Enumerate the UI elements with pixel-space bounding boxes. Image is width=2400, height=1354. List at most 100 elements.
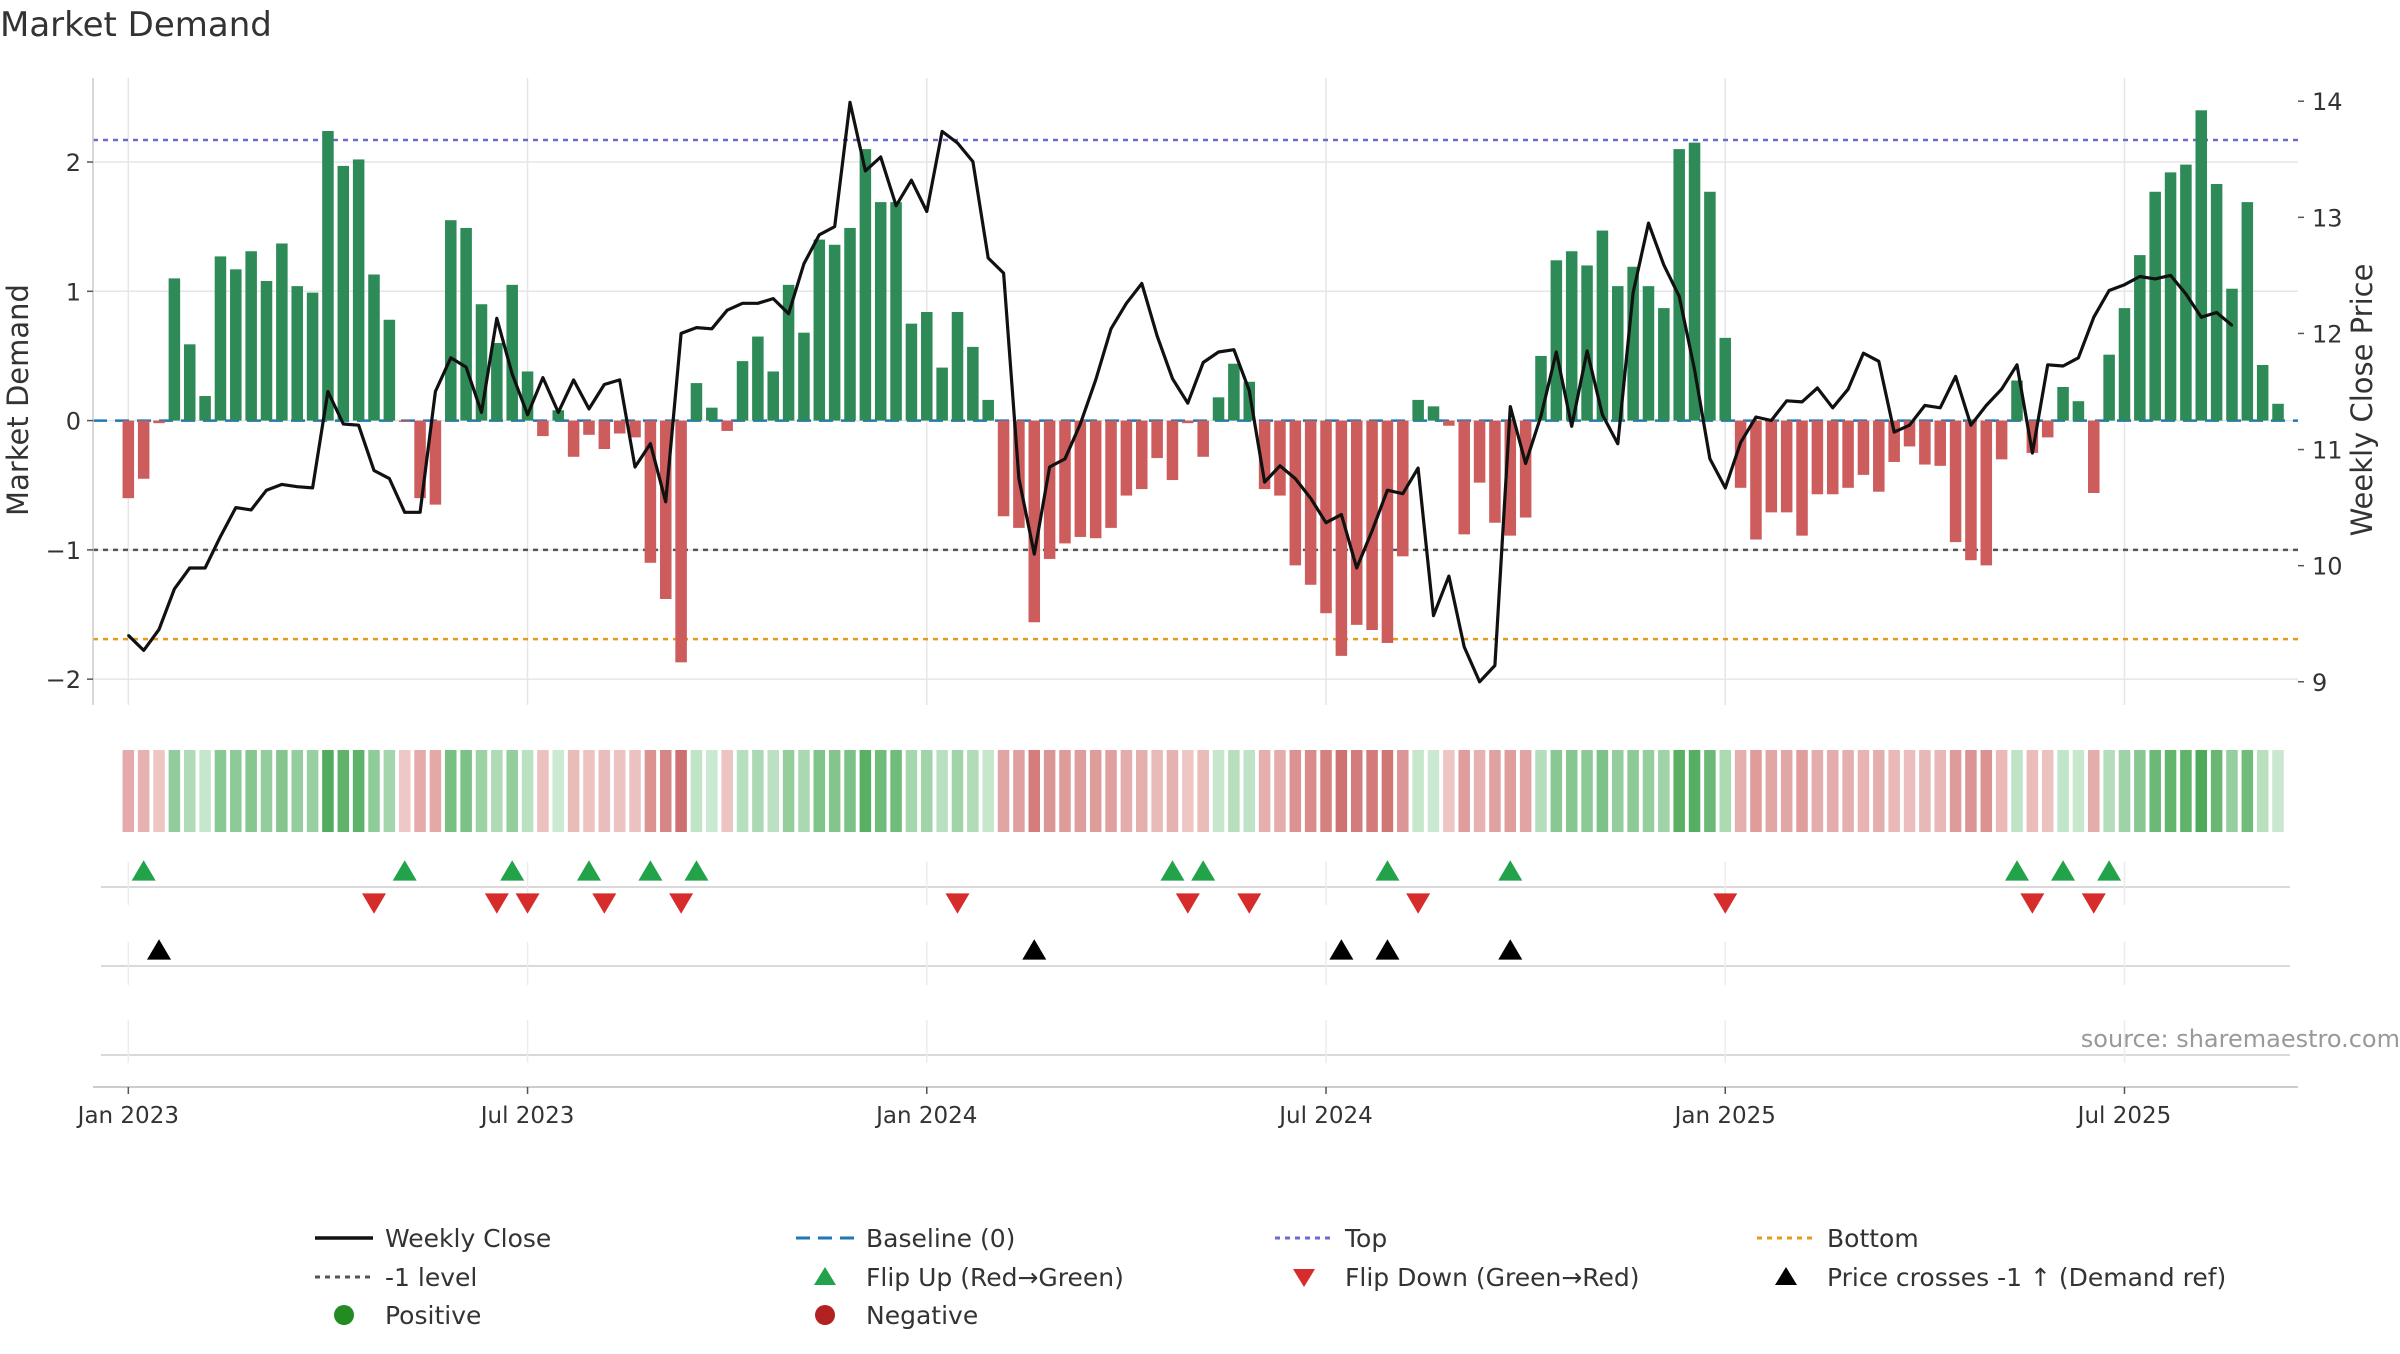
heat-cell [1811, 750, 1824, 832]
flip-down-marker [945, 893, 970, 914]
legend-flip-up-marker [814, 1267, 836, 1285]
weekly-close-point [265, 488, 268, 492]
demand-bar-negative [1304, 420, 1317, 585]
demand-bar-negative [613, 420, 626, 434]
demand-bar-negative [1519, 420, 1532, 518]
weekly-close-point [1954, 375, 1957, 378]
heat-cell [706, 750, 718, 832]
heat-cell [383, 750, 396, 832]
weekly-close-point [1524, 462, 1527, 465]
weekly-close-point [157, 628, 161, 631]
weekly-close-point [2107, 289, 2111, 292]
demand-bar-negative [1074, 420, 1087, 537]
heat-cell [1243, 750, 1256, 832]
heat-cell [2118, 750, 2131, 832]
heat-cell [337, 750, 350, 832]
weekly-close-point [802, 262, 806, 265]
legend-negative-marker [815, 1305, 835, 1325]
y2-tick-label: 9 [2312, 669, 2327, 697]
weekly-close-point [173, 587, 176, 591]
heat-cell [1335, 750, 1348, 832]
heat-cell [2088, 750, 2100, 832]
x-tick-label: Jul 2023 [479, 1103, 575, 1129]
weekly-close-point [695, 326, 698, 329]
heat-cell [322, 750, 334, 832]
heat-cell [583, 750, 595, 832]
demand-bar-positive [2072, 401, 2085, 421]
weekly-close-point [1063, 457, 1067, 461]
demand-bar-positive [521, 371, 534, 421]
weekly-close-point [1509, 405, 1512, 408]
weekly-close-point [741, 302, 744, 305]
legend-flip-down-label: Flip Down (Green→Red) [1345, 1263, 1640, 1292]
demand-bar-positive [2134, 255, 2146, 421]
demand-bar-negative [1443, 420, 1455, 426]
heat-cell [967, 750, 979, 832]
x-tick-label: Jan 2025 [1673, 1103, 1776, 1129]
flip-up-marker [2097, 860, 2122, 881]
heat-cell [721, 750, 733, 832]
demand-bar-positive [491, 343, 503, 421]
weekly-close-point [649, 442, 652, 445]
demand-bar-negative [1504, 420, 1517, 536]
weekly-close-point [1631, 291, 1635, 295]
weekly-close-point [1094, 378, 1097, 382]
heat-cell [2256, 750, 2269, 832]
heat-cell [506, 750, 518, 832]
heat-cell [659, 750, 672, 832]
heat-cell [951, 750, 964, 832]
heat-cell [1550, 750, 1563, 832]
weekly-close-point [1601, 413, 1604, 416]
heat-cell [245, 750, 257, 832]
weekly-close-point [480, 411, 483, 414]
heat-cell [291, 750, 303, 832]
weekly-close-point [1846, 387, 1850, 391]
demand-bar-positive [183, 344, 196, 421]
demand-bar-negative [1980, 420, 1993, 566]
grid-layer [93, 78, 2298, 705]
demand-bar-positive [1412, 399, 1424, 421]
demand-bar-positive [306, 292, 319, 421]
demand-bar-negative [122, 420, 135, 499]
demand-bar-positive [967, 346, 979, 421]
demand-bar-positive [214, 256, 227, 421]
heat-cell [1443, 750, 1455, 832]
weekly-close-point [725, 309, 729, 312]
heat-cell [567, 750, 580, 832]
demand-bar-positive [1688, 142, 1701, 421]
weekly-close-point [234, 506, 238, 509]
demand-bar-negative [583, 420, 595, 435]
heat-cell [1995, 750, 2008, 832]
demand-bar-negative [1965, 420, 1977, 561]
price-cross-marker [1329, 939, 1354, 960]
demand-bar-negative [1750, 420, 1762, 540]
heat-cell [153, 750, 165, 832]
demand-bar-positive [1565, 251, 1578, 421]
demand-bar-negative [659, 420, 672, 599]
demand-bar-negative [1796, 420, 1808, 536]
demand-bar-negative [1397, 420, 1409, 557]
weekly-close-point [1647, 221, 1650, 225]
demand-bar-positive [199, 396, 211, 421]
weekly-close-point [1693, 368, 1696, 371]
demand-bar-negative [1458, 420, 1470, 535]
demand-bar-negative [1258, 420, 1271, 490]
demand-bar-negative [429, 420, 442, 505]
heat-cell [368, 750, 380, 832]
flip-down-marker [592, 893, 617, 914]
heat-cell [1412, 750, 1424, 832]
demand-bars [122, 110, 2284, 663]
weekly-close-point [1171, 377, 1174, 380]
chart-title: Market Demand [0, 5, 272, 45]
demand-bar-negative [1842, 420, 1854, 488]
heat-cell [1105, 750, 1117, 832]
flip-down-marker [1175, 893, 1200, 914]
demand-bar-positive [368, 274, 380, 421]
legend-price-cross-label: Price crosses -1 ↑ (Demand ref) [1827, 1263, 2226, 1292]
weekly-close-point [572, 378, 575, 382]
flip-down-marker [1237, 893, 1262, 914]
demand-bar-negative [1995, 420, 2008, 460]
weekly-close-point [1585, 349, 1589, 353]
demand-bar-positive [506, 284, 518, 421]
weekly-close-point [879, 155, 882, 159]
